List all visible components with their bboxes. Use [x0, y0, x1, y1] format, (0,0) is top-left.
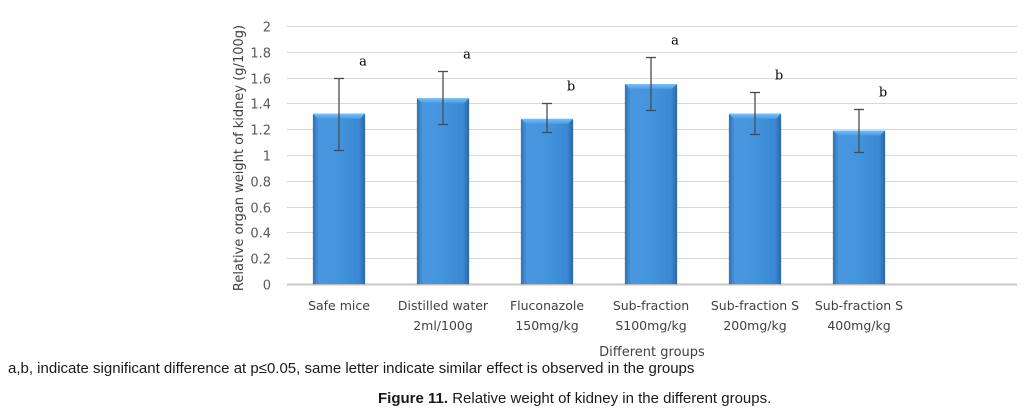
x-axis-categories: Safe mice Distilled water 2ml/100g Fluconaz…: [308, 298, 903, 333]
bar: [416, 98, 470, 286]
bar: [832, 130, 886, 285]
y-tick-label: 1.6: [250, 73, 271, 88]
y-axis-title: Relative organ weight of kidney (g/100g): [232, 25, 247, 291]
figure-caption: Figure 11. Relative weight of kidney in …: [378, 390, 771, 407]
x-category-label: Sub-fraction S 200mg/kg: [711, 298, 799, 333]
error-bar: [854, 108, 864, 154]
error-bar: [646, 56, 656, 112]
y-tick-label: 0.4: [250, 227, 271, 242]
significance-letter: b: [775, 69, 783, 84]
y-axis-ticks: 0 0.2 0.4 0.6 0.8 1 1.2 1.4 1.6 1.8 2: [250, 21, 271, 294]
y-tick-label: 0: [263, 279, 271, 294]
significance-letter: b: [879, 86, 887, 101]
y-tick-label: 1: [263, 150, 271, 165]
y-tick-label: 2: [263, 21, 271, 36]
bar: [520, 118, 574, 285]
y-tick-label: 1.4: [250, 98, 271, 113]
y-tick-label: 0.8: [250, 176, 271, 191]
figure-caption-text: Relative weight of kidney in the differe…: [448, 390, 772, 407]
significance-letter: b: [567, 80, 575, 95]
bar: [312, 113, 366, 285]
x-category-label: Fluconazole 150mg/kg: [510, 298, 584, 333]
x-category-label: Sub-fraction S100mg/kg: [613, 298, 689, 333]
y-tick-label: 1.8: [250, 47, 271, 62]
x-category-label: Distilled water 2ml/100g: [398, 298, 489, 333]
x-axis-title: Different groups: [599, 345, 705, 360]
significance-letter: a: [359, 55, 367, 70]
bar-chart: 0 0.2 0.4 0.6 0.8 1 1.2 1.4 1.6 1.8 2 a a b a b b Safe …: [232, 21, 1017, 360]
significance-note: a,b, indicate significant difference at …: [8, 360, 695, 377]
y-tick-label: 0.6: [250, 202, 271, 217]
bar: [728, 113, 782, 285]
significance-letter: a: [463, 48, 471, 63]
error-bars: [334, 56, 864, 154]
error-bar: [542, 102, 552, 134]
significance-letters: a a b a b b: [359, 34, 887, 101]
error-bar: [334, 77, 344, 152]
x-category-label: Safe mice: [308, 298, 370, 313]
error-bar: [438, 70, 448, 126]
bar: [624, 84, 678, 285]
x-category-label: Sub-fraction S 400mg/kg: [815, 298, 903, 333]
y-tick-label: 0.2: [250, 253, 271, 268]
error-bar: [750, 91, 760, 136]
y-tick-label: 1.2: [250, 124, 271, 139]
bars: [312, 84, 886, 286]
significance-letter: a: [671, 34, 679, 49]
figure-label: Figure 11.: [378, 390, 449, 407]
